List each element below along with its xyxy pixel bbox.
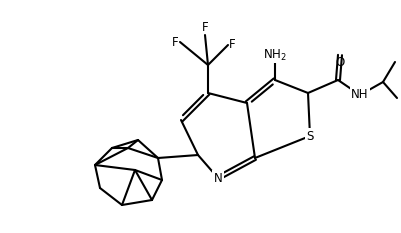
- Text: F: F: [201, 21, 208, 34]
- Text: S: S: [306, 130, 313, 143]
- Text: O: O: [334, 56, 344, 69]
- Text: NH$_2$: NH$_2$: [262, 48, 286, 62]
- Text: NH: NH: [350, 89, 368, 102]
- Text: F: F: [229, 38, 235, 51]
- Text: N: N: [213, 171, 222, 185]
- Text: F: F: [172, 35, 178, 48]
